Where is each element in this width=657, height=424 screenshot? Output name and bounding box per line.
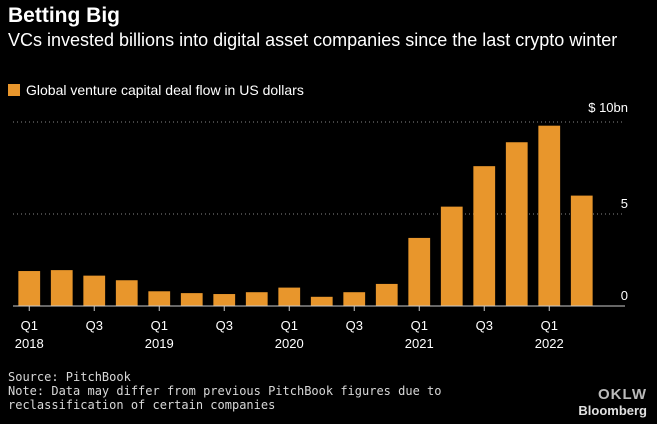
bar <box>115 280 138 306</box>
x-tick-label: Q1 <box>281 318 298 333</box>
legend-label: Global venture capital deal flow in US d… <box>26 82 304 98</box>
brand-logo: Bloomberg <box>578 403 647 418</box>
bar <box>310 296 333 306</box>
bar <box>505 142 528 306</box>
x-year-label: 2022 <box>535 336 564 351</box>
bar <box>50 270 73 306</box>
x-tick-label: Q3 <box>86 318 103 333</box>
bar <box>180 293 203 306</box>
bar <box>213 294 236 306</box>
x-year-label: 2019 <box>145 336 174 351</box>
x-tick-label: Q1 <box>541 318 558 333</box>
bar <box>440 206 463 306</box>
bar <box>343 292 366 306</box>
y-tick-label: 0 <box>621 288 628 303</box>
y-tick-label: $ 10bn <box>588 100 628 115</box>
x-tick-label: Q1 <box>151 318 168 333</box>
watermark-logo: OKLW <box>598 386 647 403</box>
x-year-label: 2020 <box>275 336 304 351</box>
bar <box>473 166 496 306</box>
bar <box>538 125 561 307</box>
chart-subtitle: VCs invested billions into digital asset… <box>8 30 618 50</box>
chart-legend: Global venture capital deal flow in US d… <box>8 82 304 98</box>
bar <box>278 287 301 306</box>
bar <box>408 237 431 306</box>
x-year-label: 2018 <box>15 336 44 351</box>
x-tick-label: Q1 <box>411 318 428 333</box>
y-tick-label: 5 <box>621 196 628 211</box>
x-tick-label: Q3 <box>216 318 233 333</box>
legend-swatch <box>8 84 20 96</box>
bar <box>570 195 593 306</box>
chart-title: Betting Big <box>8 4 120 27</box>
x-tick-label: Q3 <box>476 318 493 333</box>
bar <box>148 291 171 306</box>
source-note: Source: PitchBook <box>8 370 131 384</box>
chart-footer: Source: PitchBook Note: Data may differ … <box>8 370 548 412</box>
bar <box>83 275 106 306</box>
x-tick-label: Q1 <box>21 318 38 333</box>
bar <box>245 292 268 306</box>
x-tick-label: Q3 <box>346 318 363 333</box>
bar <box>18 271 41 306</box>
bar <box>375 283 398 306</box>
data-note: Note: Data may differ from previous Pitc… <box>8 384 442 412</box>
x-year-label: 2021 <box>405 336 434 351</box>
